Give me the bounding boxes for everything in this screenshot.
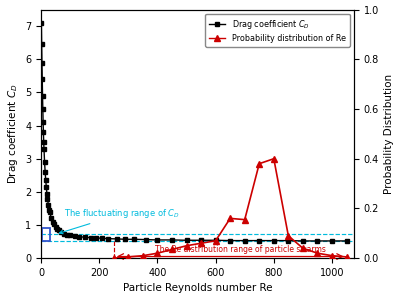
Text: The Re distribution range of particle swarms: The Re distribution range of particle sw… (154, 245, 326, 254)
Legend: Drag coefficient $C_D$, Probability distribution of Re: Drag coefficient $C_D$, Probability dist… (205, 13, 350, 47)
Y-axis label: Drag coefficient $C_D$: Drag coefficient $C_D$ (6, 84, 20, 184)
Text: The fluctuating range of $C_D$: The fluctuating range of $C_D$ (60, 207, 180, 234)
Bar (42, 228, 50, 241)
X-axis label: Particle Reynolds number Re: Particle Reynolds number Re (123, 283, 272, 293)
Y-axis label: Probability Distribution: Probability Distribution (384, 74, 394, 194)
